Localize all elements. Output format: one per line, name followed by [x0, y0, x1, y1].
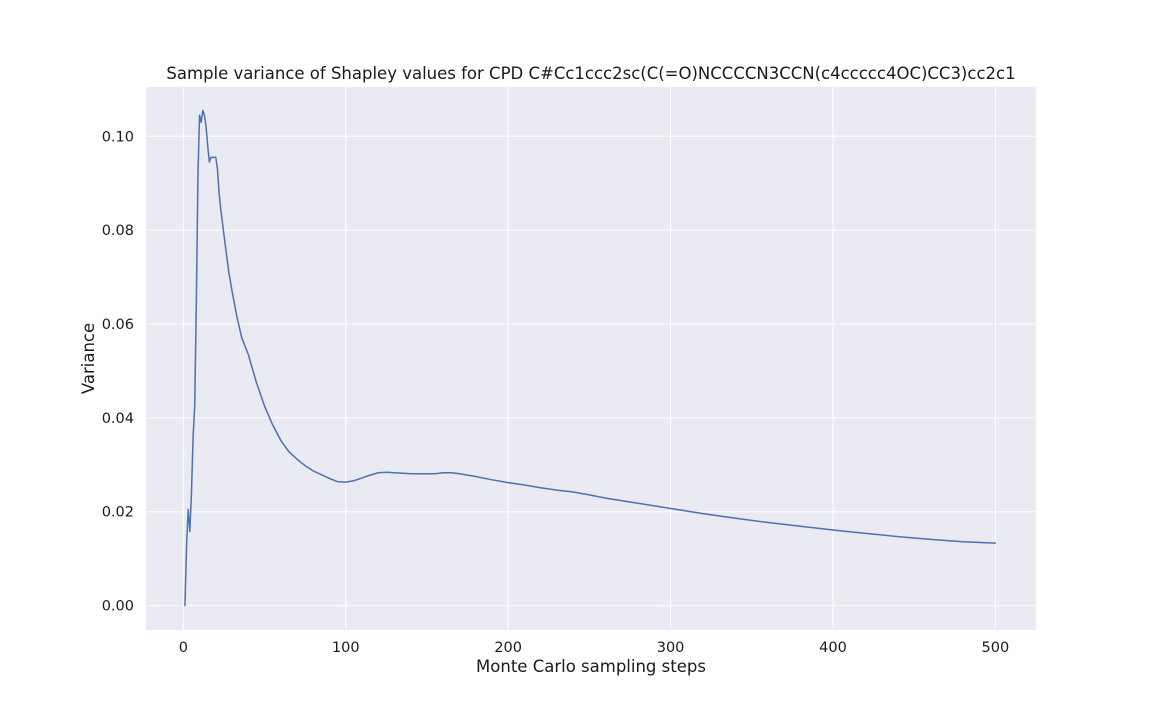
series-group [184, 109, 997, 607]
x-tick-label: 400 [819, 640, 847, 656]
y-tick-label: 0.10 [102, 129, 134, 145]
x-tick-label: 0 [179, 640, 188, 656]
x-axis-label: Monte Carlo sampling steps [476, 657, 706, 676]
x-tick-label: 500 [982, 640, 1010, 656]
plot-area [146, 87, 1036, 630]
grid [146, 87, 1036, 630]
x-tick-label: 100 [332, 640, 360, 656]
y-tick-label: 0.08 [102, 223, 134, 239]
y-tick-label: 0.02 [102, 505, 134, 521]
y-tick-label: 0.00 [102, 599, 134, 615]
chart-title: Sample variance of Shapley values for CP… [166, 64, 1015, 83]
y-tick-label: 0.06 [102, 317, 134, 333]
x-tick-labels: 0 100 200 300 400 500 [179, 640, 1010, 656]
y-tick-label: 0.04 [102, 411, 134, 427]
x-tick-label: 200 [494, 640, 522, 656]
y-tick-labels: 0.00 0.02 0.04 0.06 0.08 0.10 [102, 129, 134, 614]
series-line-0 [184, 109, 997, 607]
x-tick-label: 300 [657, 640, 685, 656]
y-axis-label: Variance [79, 323, 98, 394]
